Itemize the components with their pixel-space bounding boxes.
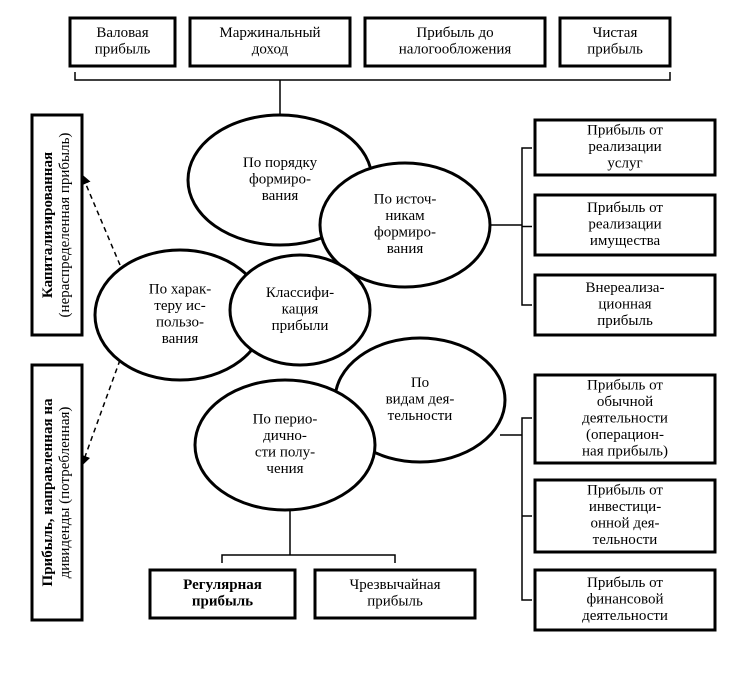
svg-text:По перио-: По перио- bbox=[253, 412, 318, 428]
svg-text:Прибыль от: Прибыль от bbox=[587, 200, 663, 216]
svg-text:прибыль: прибыль bbox=[587, 42, 643, 58]
svg-text:Внереализа-: Внереализа- bbox=[586, 280, 665, 296]
svg-text:тельности: тельности bbox=[593, 532, 658, 548]
svg-text:вания: вания bbox=[162, 331, 199, 347]
bracket-right-activities bbox=[522, 418, 532, 600]
svg-text:вания: вания bbox=[262, 188, 299, 204]
svg-text:Прибыль от: Прибыль от bbox=[587, 483, 663, 499]
arrow-1 bbox=[82, 360, 120, 465]
svg-text:Прибыль, направленная на: Прибыль, направленная на bbox=[40, 398, 56, 586]
svg-text:Прибыль от: Прибыль от bbox=[587, 377, 663, 393]
svg-text:прибыли: прибыли bbox=[272, 318, 329, 334]
svg-text:вания: вания bbox=[387, 241, 424, 257]
bracket-bottom bbox=[222, 555, 395, 563]
svg-text:прибыль: прибыль bbox=[367, 594, 423, 610]
svg-text:формиро-: формиро- bbox=[249, 171, 311, 187]
svg-text:деятельности: деятельности bbox=[582, 410, 668, 426]
svg-text:ная прибыль): ная прибыль) bbox=[582, 443, 668, 459]
svg-text:Маржинальный: Маржинальный bbox=[219, 25, 320, 41]
svg-text:Прибыль от: Прибыль от bbox=[587, 122, 663, 138]
svg-text:теру ис-: теру ис- bbox=[154, 298, 205, 314]
svg-text:дично-: дично- bbox=[263, 428, 307, 444]
svg-text:Капитализированная: Капитализированная bbox=[40, 152, 56, 298]
svg-text:дивиденды (потребленная): дивиденды (потребленная) bbox=[57, 407, 73, 579]
svg-text:прибыль: прибыль bbox=[192, 594, 253, 610]
svg-text:Классифи-: Классифи- bbox=[266, 285, 334, 301]
bracket-top bbox=[75, 72, 670, 80]
svg-text:деятельности: деятельности bbox=[582, 608, 668, 624]
svg-text:сти полу-: сти полу- bbox=[255, 445, 315, 461]
svg-text:тельности: тельности bbox=[388, 408, 453, 424]
svg-text:инвестици-: инвестици- bbox=[589, 499, 661, 515]
svg-text:ционная: ционная bbox=[598, 296, 651, 312]
svg-text:обычной: обычной bbox=[597, 394, 653, 410]
svg-text:Прибыль до: Прибыль до bbox=[416, 25, 493, 41]
svg-text:чения: чения bbox=[266, 461, 303, 477]
svg-text:видам дея-: видам дея- bbox=[386, 391, 455, 407]
svg-text:Чистая: Чистая bbox=[593, 25, 638, 41]
svg-text:Регулярная: Регулярная bbox=[183, 577, 262, 593]
svg-text:Прибыль от: Прибыль от bbox=[587, 575, 663, 591]
svg-text:По: По bbox=[411, 375, 429, 391]
svg-text:реализации: реализации bbox=[588, 139, 661, 155]
svg-text:пользо-: пользо- bbox=[156, 315, 204, 331]
svg-text:имущества: имущества bbox=[590, 233, 661, 249]
svg-text:прибыль: прибыль bbox=[597, 313, 653, 329]
svg-text:налогооблoжения: налогооблoжения bbox=[399, 42, 512, 58]
svg-text:финансовой: финансовой bbox=[586, 591, 663, 607]
svg-text:реализации: реализации bbox=[588, 216, 661, 232]
svg-text:По порядку: По порядку bbox=[243, 155, 318, 171]
svg-text:никам: никам bbox=[385, 208, 425, 224]
svg-text:(нераспределенная прибыль): (нераспределенная прибыль) bbox=[57, 133, 73, 318]
svg-text:услуг: услуг bbox=[607, 155, 642, 171]
svg-text:онной дея-: онной дея- bbox=[590, 516, 659, 532]
svg-text:По источ-: По источ- bbox=[374, 192, 437, 208]
svg-text:доход: доход bbox=[252, 42, 289, 58]
svg-text:По харак-: По харак- bbox=[149, 282, 211, 298]
svg-text:(операцион-: (операцион- bbox=[586, 427, 664, 443]
svg-text:прибыль: прибыль bbox=[95, 42, 151, 58]
svg-text:Валовая: Валовая bbox=[96, 25, 148, 41]
svg-text:формиро-: формиро- bbox=[374, 225, 436, 241]
classification-diagram: По порядкуформиро-ванияПо источ-никамфор… bbox=[0, 0, 753, 682]
svg-text:Чрезвычайная: Чрезвычайная bbox=[350, 577, 441, 593]
arrow-0 bbox=[82, 175, 120, 265]
svg-text:кация: кация bbox=[282, 301, 319, 317]
